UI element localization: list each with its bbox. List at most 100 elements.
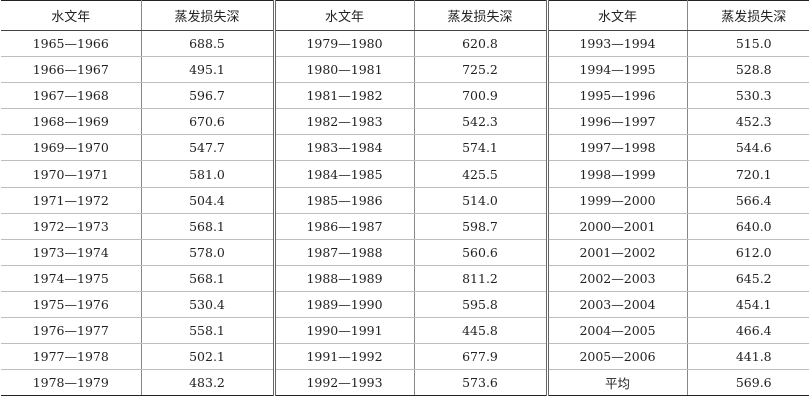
year-cell-1: 1968—1969 (1, 108, 142, 136)
year-cell-3: 2002—2003 (546, 265, 688, 292)
table-row: 1967—1968 596.7 1981—1982 700.9 1995—1996 530… (1, 82, 809, 110)
year-cell-3: 1996—1997 (546, 108, 688, 136)
evap-cell-3: 645.2 (686, 265, 809, 292)
evap-cell-3: 530.3 (686, 82, 809, 110)
evap-cell-3: 441.8 (686, 343, 809, 371)
evap-cell-3: 515.0 (686, 30, 809, 58)
evap-cell-1: 530.4 (140, 291, 276, 319)
table-row: 1971—1972 504.4 1985—1986 514.0 1999—2000 566… (1, 187, 809, 214)
year-cell-2: 1990—1991 (273, 317, 415, 345)
evap-cell-2: 595.8 (413, 291, 549, 319)
evap-cell-2: 598.7 (413, 213, 549, 240)
evap-cell-1: 670.6 (140, 108, 276, 136)
table-row: 1968—1969 670.6 1982—1983 542.3 1996—1997 452… (1, 108, 809, 136)
year-cell-2: 1989—1990 (273, 291, 415, 319)
table-row: 1972—1973 568.1 1986—1987 598.7 2000—2001 640… (1, 213, 809, 240)
header-year-3: 水文年 (546, 0, 688, 31)
year-cell-1: 1974—1975 (1, 265, 142, 292)
year-cell-1: 1973—1974 (1, 239, 142, 266)
year-cell-2: 1982—1983 (273, 108, 415, 136)
year-cell-2: 1988—1989 (273, 265, 415, 292)
year-cell-1: 1977—1978 (1, 343, 142, 371)
evap-cell-2: 560.6 (413, 239, 549, 266)
year-cell-1: 1970—1971 (1, 160, 142, 188)
year-cell-2: 1987—1988 (273, 239, 415, 266)
year-cell-1: 1965—1966 (1, 30, 142, 58)
evap-cell-2: 542.3 (413, 108, 549, 136)
year-cell-1: 1972—1973 (1, 213, 142, 240)
evap-cell-2: 425.5 (413, 160, 549, 188)
evap-cell-3: 720.1 (686, 160, 809, 188)
header-evap-1: 蒸发损失深 (140, 0, 276, 31)
evap-cell-2: 445.8 (413, 317, 549, 345)
evap-cell-1: 483.2 (140, 369, 276, 397)
year-cell-3: 2004—2005 (546, 317, 688, 345)
evap-cell-2: 811.2 (413, 265, 549, 292)
table-row: 1973—1974 578.0 1987—1988 560.6 2001—2002 612… (1, 239, 809, 266)
table-row: 1978—1979 483.2 1992—1993 573.6 平均 569.6 (1, 369, 809, 397)
header-evap-2: 蒸发损失深 (413, 0, 549, 31)
table-row: 1976—1977 558.1 1990—1991 445.8 2004—2005 466… (1, 317, 809, 345)
year-cell-3: 2003—2004 (546, 291, 688, 319)
year-cell-2: 1986—1987 (273, 213, 415, 240)
year-cell-3: 2000—2001 (546, 213, 688, 240)
header-evap-3: 蒸发损失深 (686, 0, 809, 31)
evap-cell-1: 688.5 (140, 30, 276, 58)
year-cell-2: 1984—1985 (273, 160, 415, 188)
evap-cell-1: 547.7 (140, 134, 276, 162)
year-cell-3: 2001—2002 (546, 239, 688, 266)
table-row: 1974—1975 568.1 1988—1989 811.2 2002—2003 645… (1, 265, 809, 292)
average-label: 平均 (546, 369, 688, 397)
evap-cell-3: 640.0 (686, 213, 809, 240)
evap-cell-1: 504.4 (140, 187, 276, 214)
evap-cell-2: 677.9 (413, 343, 549, 371)
evap-cell-3: 454.1 (686, 291, 809, 319)
evap-cell-1: 596.7 (140, 82, 276, 110)
table-row: 1966—1967 495.1 1980—1981 725.2 1994—1995 528… (1, 56, 809, 84)
table-row: 1975—1976 530.4 1989—1990 595.8 2003—2004 454… (1, 291, 809, 319)
year-cell-1: 1978—1979 (1, 369, 142, 397)
table-body: 1965—1966 688.5 1979—1980 620.8 1993—1994 515… (1, 30, 809, 397)
header-year-1: 水文年 (1, 0, 142, 31)
evap-cell-1: 568.1 (140, 265, 276, 292)
evap-cell-2: 700.9 (413, 82, 549, 110)
evap-cell-1: 581.0 (140, 160, 276, 188)
year-cell-2: 1991—1992 (273, 343, 415, 371)
evap-cell-1: 568.1 (140, 213, 276, 240)
year-cell-2: 1979—1980 (273, 30, 415, 58)
evap-cell-2: 574.1 (413, 134, 549, 162)
year-cell-2: 1980—1981 (273, 56, 415, 84)
evap-cell-3: 452.3 (686, 108, 809, 136)
evap-cell-2: 725.2 (413, 56, 549, 84)
year-cell-1: 1967—1968 (1, 82, 142, 110)
evap-cell-1: 558.1 (140, 317, 276, 345)
evap-cell-2: 573.6 (413, 369, 549, 397)
year-cell-3: 1993—1994 (546, 30, 688, 58)
table-row: 1965—1966 688.5 1979—1980 620.8 1993—1994 515… (1, 30, 809, 58)
year-cell-1: 1971—1972 (1, 187, 142, 214)
evap-cell-1: 495.1 (140, 56, 276, 84)
evap-cell-3: 612.0 (686, 239, 809, 266)
year-cell-3: 1999—2000 (546, 187, 688, 214)
evap-cell-3: 566.4 (686, 187, 809, 214)
evap-cell-1: 502.1 (140, 343, 276, 371)
year-cell-2: 1983—1984 (273, 134, 415, 162)
year-cell-1: 1976—1977 (1, 317, 142, 345)
evap-cell-3: 528.8 (686, 56, 809, 84)
average-value: 569.6 (686, 369, 809, 397)
evap-cell-2: 514.0 (413, 187, 549, 214)
evap-cell-1: 578.0 (140, 239, 276, 266)
year-cell-3: 1995—1996 (546, 82, 688, 110)
header-year-2: 水文年 (273, 0, 415, 31)
header-row: 水文年 蒸发损失深 水文年 蒸发损失深 水文年 蒸发损失深 (1, 0, 809, 31)
year-cell-1: 1966—1967 (1, 56, 142, 84)
year-cell-3: 2005—2006 (546, 343, 688, 371)
evap-cell-3: 466.4 (686, 317, 809, 345)
year-cell-3: 1997—1998 (546, 134, 688, 162)
year-cell-2: 1992—1993 (273, 369, 415, 397)
year-cell-1: 1969—1970 (1, 134, 142, 162)
year-cell-1: 1975—1976 (1, 291, 142, 319)
table-row: 1969—1970 547.7 1983—1984 574.1 1997—1998 544… (1, 134, 809, 162)
year-cell-3: 1994—1995 (546, 56, 688, 84)
